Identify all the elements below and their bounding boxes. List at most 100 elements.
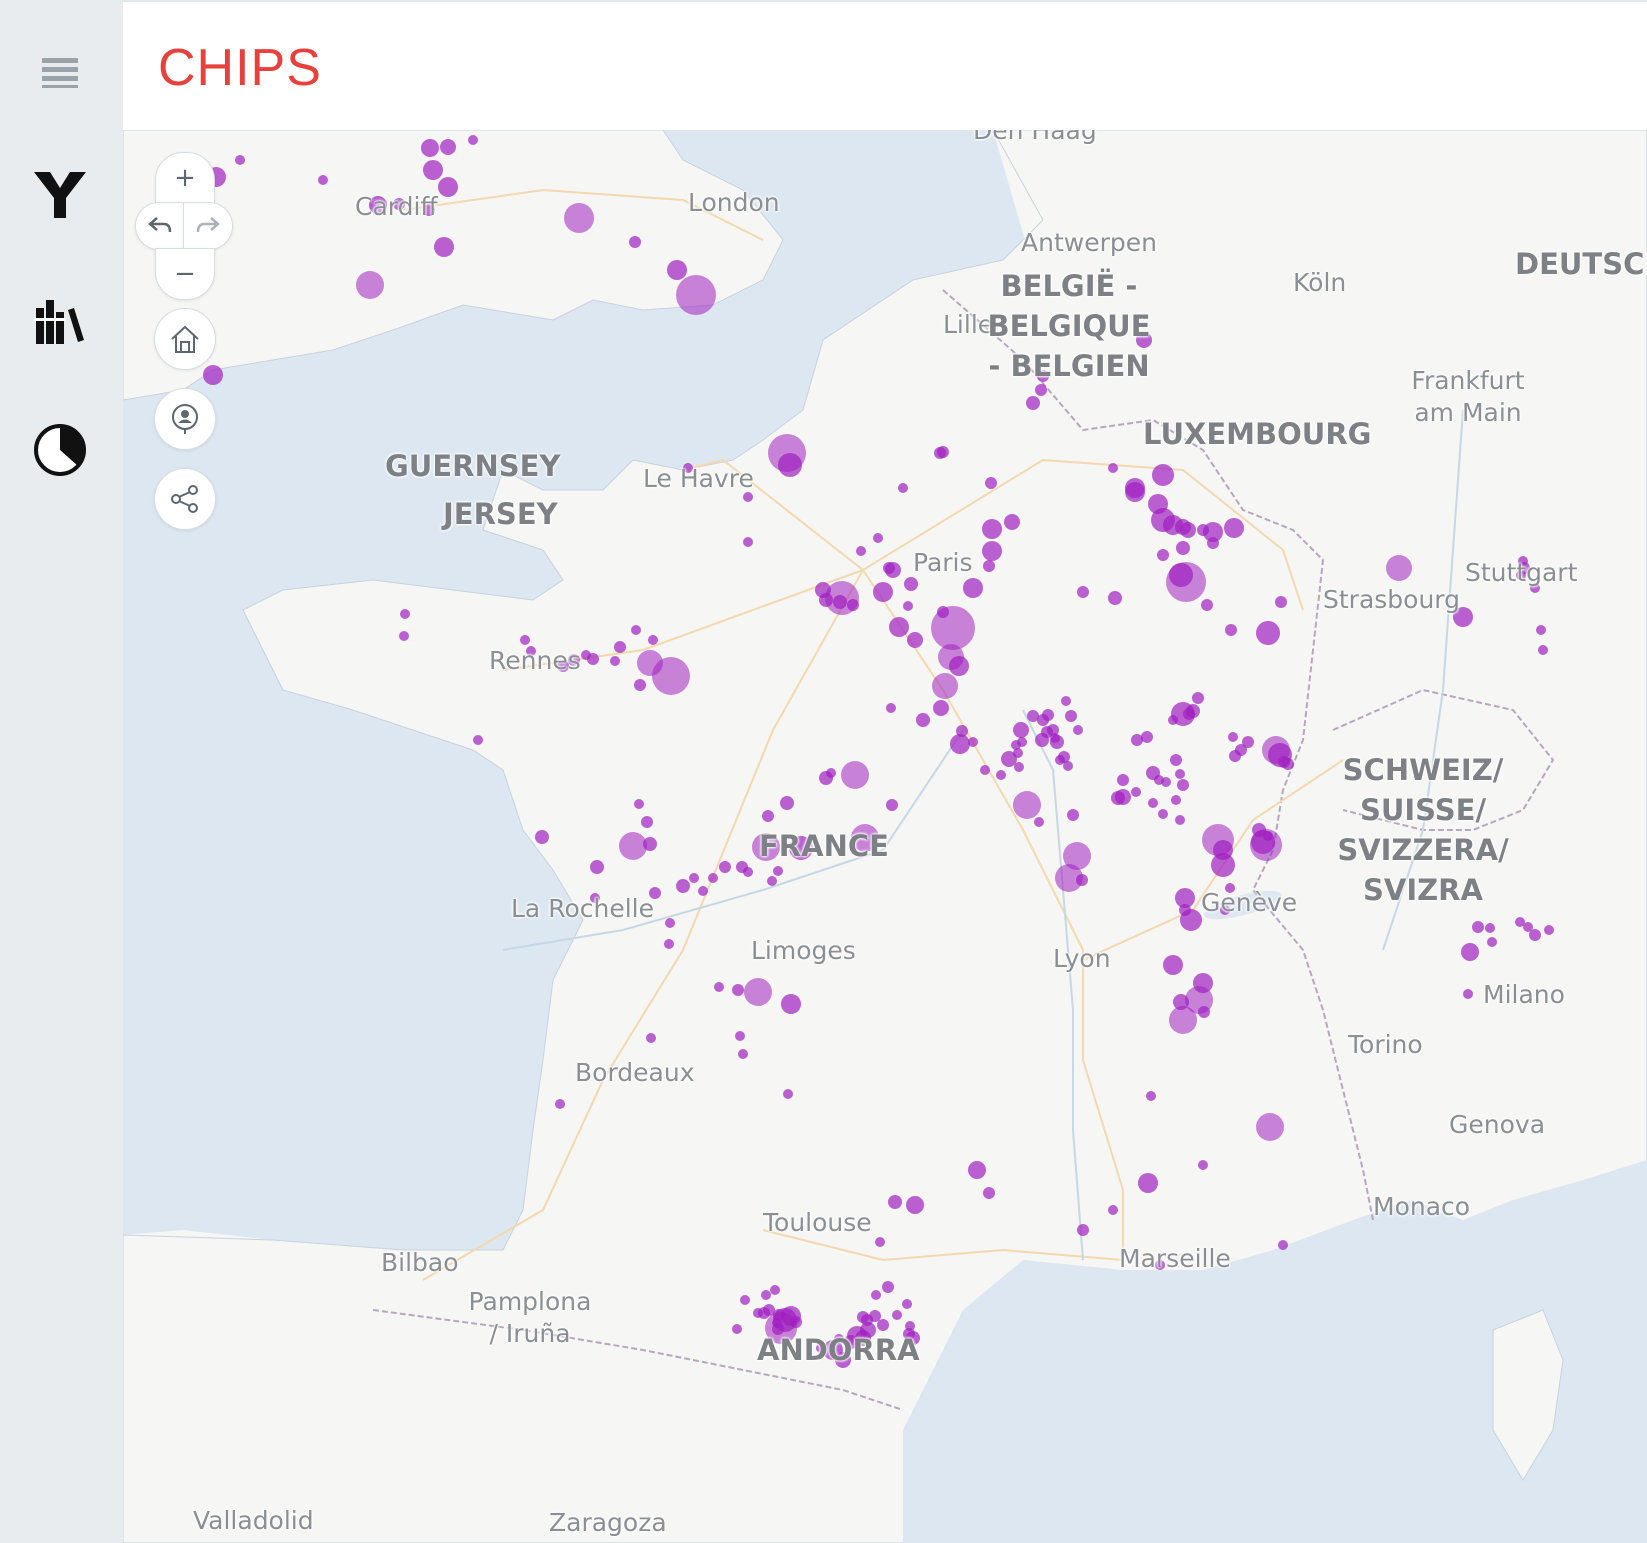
map-marker[interactable] <box>1529 929 1541 941</box>
map-marker[interactable] <box>883 562 895 574</box>
hamburger-menu-icon[interactable] <box>28 40 92 104</box>
map-marker[interactable] <box>732 1324 742 1334</box>
map-marker[interactable] <box>1173 994 1189 1010</box>
map-marker[interactable] <box>1111 791 1125 805</box>
map-marker[interactable] <box>856 546 866 556</box>
map-marker[interactable] <box>1131 787 1141 797</box>
map-marker[interactable] <box>982 541 1002 561</box>
undo-button[interactable] <box>135 202 185 250</box>
map-marker[interactable] <box>773 1309 785 1321</box>
map-marker[interactable] <box>907 632 923 648</box>
map-marker[interactable] <box>1250 829 1282 861</box>
map-marker[interactable] <box>1170 754 1182 766</box>
map-marker[interactable] <box>873 533 883 543</box>
map-marker[interactable] <box>902 1299 912 1309</box>
map-marker[interactable] <box>683 463 693 473</box>
map-marker[interactable] <box>752 833 780 861</box>
map-marker[interactable] <box>740 1295 750 1305</box>
map-marker[interactable] <box>648 635 658 645</box>
map-marker[interactable] <box>399 631 409 641</box>
map-marker[interactable] <box>743 867 753 877</box>
map-marker[interactable] <box>1041 726 1053 738</box>
map-marker[interactable] <box>1175 769 1185 779</box>
map-marker[interactable] <box>590 893 600 903</box>
map-marker[interactable] <box>1461 943 1479 961</box>
map-marker[interactable] <box>956 725 968 737</box>
books-icon[interactable] <box>28 290 92 354</box>
map-marker[interactable] <box>643 837 657 851</box>
map-marker[interactable] <box>950 734 970 754</box>
map-marker[interactable] <box>203 365 223 385</box>
map-marker[interactable] <box>614 641 626 653</box>
map-marker[interactable] <box>1067 809 1079 821</box>
map-marker[interactable] <box>1198 1160 1208 1170</box>
map-marker[interactable] <box>1161 777 1171 787</box>
map-marker[interactable] <box>983 560 995 572</box>
map-marker[interactable] <box>1485 923 1495 933</box>
map-marker[interactable] <box>1037 370 1049 382</box>
map-marker[interactable] <box>1077 586 1089 598</box>
map-marker[interactable] <box>1386 555 1412 581</box>
map-marker[interactable] <box>526 646 536 656</box>
map-marker[interactable] <box>1463 989 1473 999</box>
map-marker[interactable] <box>667 260 687 280</box>
map-marker[interactable] <box>1171 795 1181 805</box>
map-marker[interactable] <box>790 1316 802 1328</box>
map-marker[interactable] <box>1065 710 1077 722</box>
map-marker[interactable] <box>873 582 893 602</box>
map-marker[interactable] <box>735 1031 745 1041</box>
map-marker[interactable] <box>1224 518 1244 538</box>
map-marker[interactable] <box>770 1285 780 1295</box>
map-marker[interactable] <box>789 836 813 860</box>
map-marker[interactable] <box>649 887 661 899</box>
map-marker[interactable] <box>833 595 847 609</box>
map-marker[interactable] <box>1453 607 1473 627</box>
map-marker[interactable] <box>400 609 410 619</box>
map-marker[interactable] <box>423 160 443 180</box>
map-marker[interactable] <box>882 1281 894 1293</box>
map-marker[interactable] <box>235 155 245 165</box>
map-marker[interactable] <box>888 1195 902 1209</box>
map-marker[interactable] <box>473 735 483 745</box>
map-marker[interactable] <box>1027 710 1039 722</box>
map-marker[interactable] <box>421 139 439 157</box>
map-marker[interactable] <box>826 768 836 778</box>
map-marker[interactable] <box>904 577 918 591</box>
zoom-out-button[interactable]: − <box>155 248 215 300</box>
map-marker[interactable] <box>1207 537 1219 549</box>
map-marker[interactable] <box>983 1187 995 1199</box>
map-marker[interactable] <box>968 737 978 747</box>
map-marker[interactable] <box>851 824 879 852</box>
map-marker[interactable] <box>1013 722 1029 738</box>
map-marker[interactable] <box>949 656 969 676</box>
map-marker[interactable] <box>1177 779 1189 791</box>
pie-chart-icon[interactable] <box>28 418 92 482</box>
map-marker[interactable] <box>1242 736 1254 748</box>
map-marker[interactable] <box>1278 756 1290 768</box>
map-marker[interactable] <box>780 796 794 810</box>
map-marker[interactable] <box>1108 463 1118 473</box>
map-marker[interactable] <box>1168 715 1178 725</box>
map-marker[interactable] <box>1275 596 1287 608</box>
map-marker[interactable] <box>393 198 405 210</box>
map-marker[interactable] <box>1125 482 1145 502</box>
map-marker[interactable] <box>1175 888 1195 908</box>
map-marker[interactable] <box>778 453 802 477</box>
map-marker[interactable] <box>1198 1006 1210 1018</box>
map-marker[interactable] <box>1252 823 1266 837</box>
map-marker[interactable] <box>1108 591 1122 605</box>
map-marker[interactable] <box>743 537 753 547</box>
map-marker[interactable] <box>762 810 774 822</box>
zoom-in-button[interactable]: + <box>155 152 215 204</box>
map-marker[interactable] <box>1014 762 1024 772</box>
map-marker[interactable] <box>535 830 549 844</box>
map-marker[interactable] <box>1278 1240 1288 1250</box>
map-marker[interactable] <box>1228 732 1238 742</box>
map-marker[interactable] <box>1256 1113 1284 1141</box>
map-marker[interactable] <box>744 978 772 1006</box>
map-marker[interactable] <box>841 761 869 789</box>
map-marker[interactable] <box>1141 731 1153 743</box>
map-marker[interactable] <box>434 237 454 257</box>
map-marker[interactable] <box>641 816 653 828</box>
map-marker[interactable] <box>819 593 833 607</box>
